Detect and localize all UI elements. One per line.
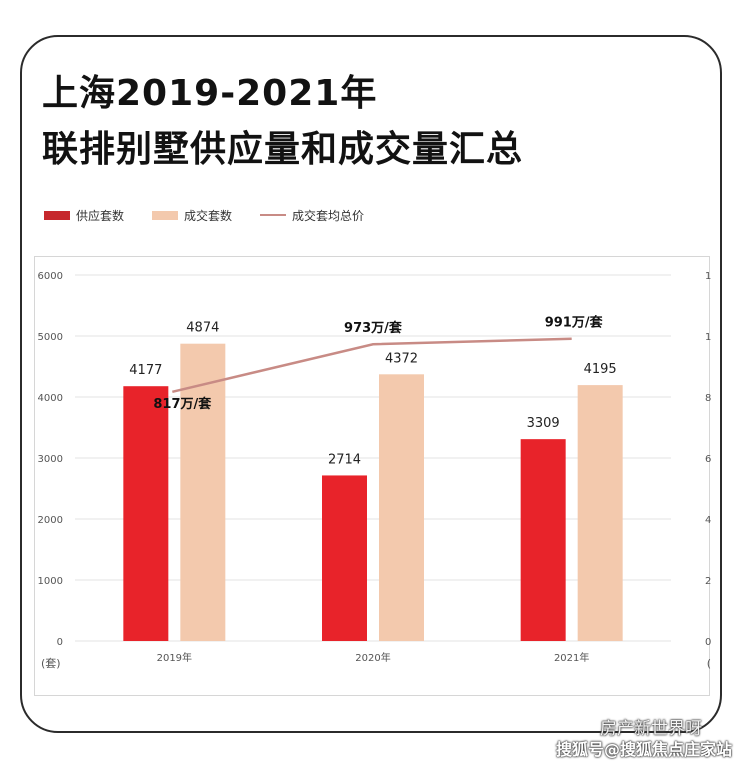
y-right-unit: (万/套) [707,657,711,670]
y-left-tick-label: 2000 [38,515,63,526]
plot-frame: 0 1000 2000 3000 4000 5000 6000 0 200 400 600 800 10… [34,256,711,696]
legend-swatch-price [260,214,287,216]
y-right-tick-label: 0 [705,637,711,648]
bar-deal [180,343,226,641]
y-left-tick-label: 1000 [38,576,63,587]
y-left-tick-label: 0 [57,637,63,648]
legend-label-supply: 供应套数 [76,208,125,223]
y-right-tick-label: 200 [705,576,711,587]
data-label-price: 973万/套 [344,320,403,336]
y-left-tick-label: 4000 [38,393,63,404]
bar-deal [379,374,424,641]
y-right-tick-label: 1200 [705,271,711,282]
chart-legend: 供应套数 成交套数 成交套均总价 [44,205,392,225]
bar-supply [520,439,566,641]
data-label-deal: 4372 [385,351,418,366]
legend-item-deal: 成交套数 [152,207,232,224]
data-label-price: 991万/套 [545,315,604,331]
title-line-1: 上海2019-2021年 [42,73,378,114]
y-right-tick-label: 400 [705,515,711,526]
y-left-unit: (套) [41,657,61,670]
legend-swatch-supply [44,210,70,220]
watermark-line-1: 房产新世界呀 [600,719,702,739]
y-left-tick-label: 3000 [38,454,63,465]
x-tick-label: 2019年 [157,651,192,664]
legend-label-deal: 成交套数 [184,208,233,223]
y-right-tick-label: 800 [705,393,711,404]
bar-supply [322,475,367,641]
data-label-deal: 4874 [186,321,219,336]
legend-item-price: 成交套均总价 [260,207,364,224]
data-label-price: 817万/套 [153,396,212,412]
y-left-tick-label: 6000 [38,271,63,282]
legend-label-price: 成交套均总价 [292,208,365,223]
x-tick-label: 2020年 [355,651,390,664]
bar-deal [577,385,623,641]
price-line [172,337,572,394]
y-left-tick-label: 5000 [38,332,63,343]
legend-swatch-deal [152,210,179,220]
bar-supply [123,386,169,641]
watermark-line-2: 搜狐号@搜狐焦点庄家站 [556,740,733,759]
data-label-supply: 4177 [129,363,162,378]
data-label-supply: 2714 [328,452,361,467]
y-right-tick-label: 1000 [705,332,711,343]
y-right-tick-label: 600 [705,454,711,465]
data-label-supply: 3309 [527,416,560,431]
x-tick-label: 2021年 [554,651,589,664]
combo-chart: 0 1000 2000 3000 4000 5000 6000 0 200 400 600 800 10… [38,271,711,670]
title-line-2: 联排别墅供应量和成交量汇总 [42,129,524,170]
data-label-deal: 4195 [584,362,617,377]
legend-item-supply: 供应套数 [44,207,124,224]
